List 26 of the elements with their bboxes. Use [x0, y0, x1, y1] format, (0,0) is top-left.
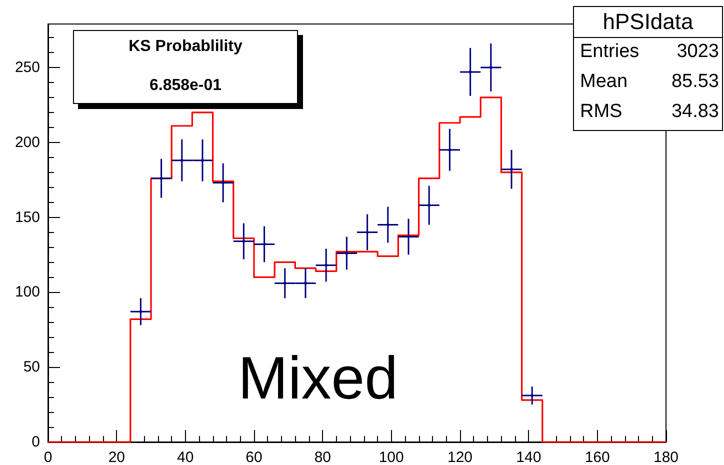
x-tick-label: 80	[314, 449, 332, 465]
annotation: KS Probablility	[128, 38, 244, 56]
annotation: 6.858e-01	[148, 77, 223, 95]
x-tick-label: 100	[378, 449, 404, 465]
y-tick-label: 50	[23, 358, 40, 376]
text: 34.83	[671, 101, 719, 123]
x-tick-label: 180	[653, 449, 679, 465]
y-tick-label: 200	[14, 134, 40, 151]
x-tick-label: 0	[44, 449, 52, 465]
annotation: hPSIdata	[574, 7, 722, 38]
x-tick-label: 160	[584, 449, 610, 465]
text: 3023	[676, 41, 719, 63]
annotation: Mixed	[238, 344, 398, 412]
y-tick-label: 0	[32, 434, 40, 450]
x-tick-label: 120	[447, 449, 473, 465]
x-tick-label: 20	[108, 449, 126, 465]
x-tick-label: 60	[246, 449, 262, 465]
x-tick-label: 140	[516, 449, 542, 465]
annotation: Mean	[580, 71, 628, 93]
text: 85.53	[671, 71, 719, 93]
x-tick-label: 40	[176, 449, 194, 465]
annotation: RMS	[580, 101, 622, 123]
y-tick-label: 100	[14, 284, 40, 301]
y-tick-label: 150	[14, 208, 40, 226]
annotation: Entries	[580, 41, 640, 63]
y-tick-label: 250	[14, 58, 40, 76]
